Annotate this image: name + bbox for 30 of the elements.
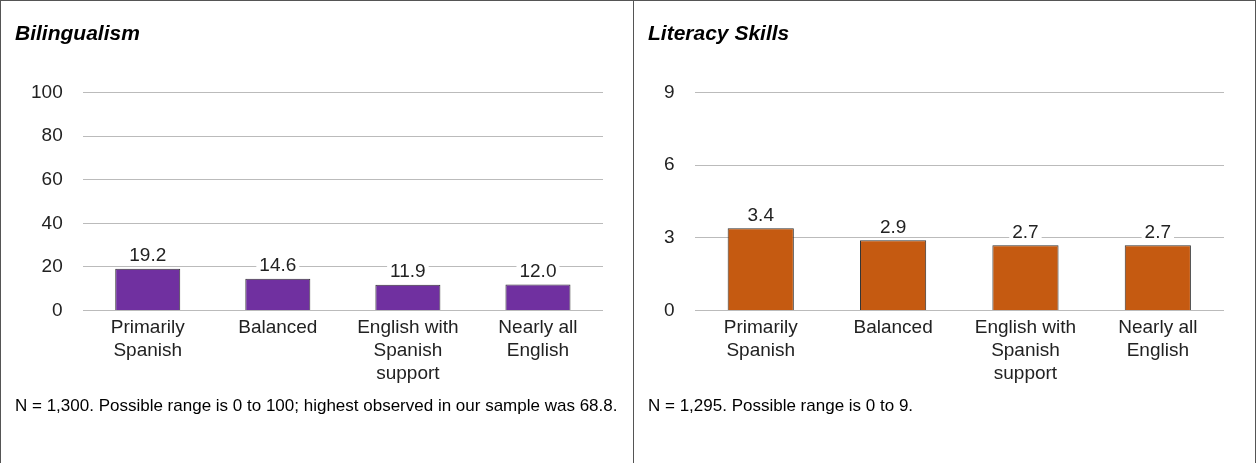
text: N = 1,295. Possible range is 0 to 9. — [648, 395, 915, 417]
x-tick-label: Nearly all English — [1118, 316, 1198, 361]
y-tick-label: 0 — [663, 298, 675, 320]
x-tick-label: Nearly all English — [498, 316, 578, 361]
y-tick-label: 0 — [52, 298, 63, 320]
chart-title: Literacy Skills — [648, 21, 790, 45]
data-label: 14.6 — [259, 254, 297, 276]
data-label: 3.4 — [747, 203, 775, 225]
y-tick-label: 9 — [663, 80, 675, 102]
data-label: 2.7 — [1012, 220, 1039, 242]
x-tick-label: Balanced — [853, 316, 933, 338]
y-tick-label: 3 — [663, 226, 675, 248]
data-label: 19.2 — [129, 244, 167, 266]
data-label: 11.9 — [390, 260, 426, 282]
y-tick-label: 20 — [41, 255, 63, 277]
y-tick-label: 100 — [31, 80, 63, 102]
x-tick-label: Primarily Spanish — [723, 316, 799, 361]
y-tick-label: 6 — [663, 153, 675, 175]
data-label: 2.7 — [1144, 220, 1172, 242]
chart-title: Bilingualism — [15, 21, 140, 45]
x-tick-label: English with Spanish support — [357, 316, 459, 383]
x-tick-label: English with Spanish support — [974, 316, 1077, 383]
x-tick-label: Balanced — [238, 316, 318, 338]
y-tick-label: 60 — [41, 167, 63, 189]
y-tick-label: 40 — [41, 211, 63, 233]
x-tick-label: Primarily Spanish — [110, 316, 186, 361]
y-tick-label: 80 — [41, 124, 63, 146]
data-label: 2.9 — [879, 216, 907, 238]
text: N = 1,300. Possible range is 0 to 100; highest observed in our sample was 68.8. — [15, 395, 619, 417]
data-label: 12.0 — [519, 260, 557, 282]
